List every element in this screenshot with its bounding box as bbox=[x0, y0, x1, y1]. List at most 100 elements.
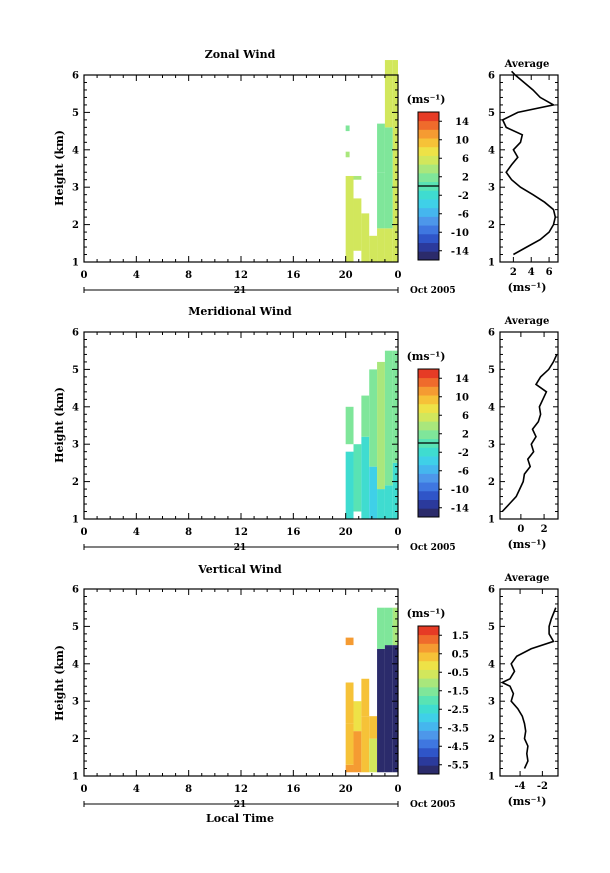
heatmap-cell bbox=[384, 607, 393, 646]
x-tick-label: 0 bbox=[81, 784, 88, 795]
heatmap-cell bbox=[384, 485, 393, 519]
y-tick-label: 6 bbox=[72, 328, 79, 339]
colorbar-segment bbox=[418, 747, 439, 757]
colorbar-segment bbox=[418, 207, 439, 217]
heatmap-cell bbox=[384, 60, 393, 128]
heatmap-cell bbox=[345, 451, 354, 519]
heatmap-cell bbox=[384, 350, 393, 486]
colorbar-segment bbox=[418, 669, 439, 679]
meridional-colorbar-unit: (ms⁻¹) bbox=[407, 350, 446, 363]
colorbar-tick-label: -10 bbox=[451, 228, 469, 239]
colorbar-segment bbox=[418, 377, 439, 387]
heatmap-cell bbox=[353, 731, 362, 773]
average-y-tick-label: 2 bbox=[488, 734, 495, 745]
meridional-height-label: Height (km) bbox=[53, 387, 66, 463]
y-tick-label: 3 bbox=[72, 183, 79, 194]
colorbar-segment bbox=[418, 190, 439, 200]
average-x-tick-label: 4 bbox=[528, 267, 535, 278]
heatmap-cell bbox=[345, 151, 350, 158]
date-label: Oct 2005 bbox=[410, 800, 456, 810]
colorbar-segment bbox=[418, 120, 439, 130]
average-x-tick-label: 6 bbox=[546, 267, 553, 278]
day-span-ticks bbox=[83, 287, 399, 293]
colorbar-segment bbox=[418, 138, 439, 148]
average-x-tick-label: -4 bbox=[515, 781, 526, 792]
y-tick-label: 4 bbox=[72, 659, 79, 670]
heatmap-cell bbox=[345, 406, 354, 445]
y-tick-label: 1 bbox=[72, 515, 79, 526]
colorbar-segment bbox=[418, 395, 439, 405]
date-label: Oct 2005 bbox=[410, 286, 456, 296]
average-frame bbox=[499, 74, 559, 263]
day-span-ticks bbox=[83, 544, 399, 550]
colorbar-segment bbox=[418, 660, 439, 670]
zonal-wind-title: Zonal Wind bbox=[205, 48, 276, 61]
heatmap-cell bbox=[345, 682, 354, 724]
average-frame bbox=[499, 588, 559, 777]
colorbar-segment bbox=[418, 129, 439, 139]
average-y-tick-label: 5 bbox=[488, 622, 495, 633]
heatmap-cell bbox=[392, 462, 398, 519]
heatmap-cell bbox=[345, 125, 350, 132]
vertical-height-label: Height (km) bbox=[53, 645, 66, 721]
x-tick-label: 12 bbox=[234, 270, 248, 281]
average-profile-line bbox=[501, 70, 557, 256]
colorbar-tick-label: 14 bbox=[455, 117, 469, 128]
y-tick-label: 5 bbox=[72, 108, 79, 119]
heatmap-cell bbox=[369, 738, 378, 773]
colorbar-segment bbox=[418, 508, 439, 518]
meridional-average-profile: 1 2 3 4 5 6 0 2 bbox=[488, 328, 559, 535]
average-y-tick-label: 1 bbox=[488, 515, 495, 526]
heatmap-cell bbox=[369, 466, 378, 519]
average-y-tick-label: 3 bbox=[488, 183, 495, 194]
zonal-average-title: Average bbox=[504, 59, 550, 70]
y-tick-label: 4 bbox=[72, 402, 79, 413]
colorbar-tick-label: 14 bbox=[455, 374, 469, 385]
colorbar-segment bbox=[418, 155, 439, 165]
average-y-tick-label: 1 bbox=[488, 772, 495, 783]
zonal-average-unit: (ms⁻¹) bbox=[508, 281, 547, 294]
y-tick-label: 4 bbox=[72, 145, 79, 156]
colorbar-segment bbox=[418, 634, 439, 644]
colorbar-tick-label: 1.5 bbox=[452, 631, 469, 642]
heatmap-cell bbox=[369, 235, 378, 262]
colorbar-tick-label: -1.5 bbox=[447, 686, 469, 697]
heatmap-cell bbox=[361, 395, 370, 437]
heatmap-cell bbox=[377, 228, 385, 262]
colorbar-segment bbox=[418, 464, 439, 474]
heatmap-cell bbox=[377, 172, 385, 229]
x-tick-label: 0 bbox=[395, 527, 402, 538]
colorbar-tick-label: 10 bbox=[455, 135, 469, 146]
y-tick-label: 1 bbox=[72, 258, 79, 269]
heatmap-cell bbox=[384, 127, 393, 229]
colorbar-segment bbox=[418, 678, 439, 688]
y-tick-label: 5 bbox=[72, 622, 79, 633]
colorbar-tick-label: -14 bbox=[451, 503, 469, 514]
average-y-tick-label: 2 bbox=[488, 477, 495, 488]
heatmap-cell bbox=[369, 369, 378, 467]
average-y-tick-label: 6 bbox=[488, 585, 495, 596]
x-tick-label: 20 bbox=[339, 527, 353, 538]
colorbar-tick-label: 10 bbox=[455, 392, 469, 403]
colorbar-segment bbox=[418, 412, 439, 422]
vertical-time-bar: 21 Oct 2005 bbox=[83, 800, 456, 810]
colorbar-tick-label: -6 bbox=[458, 209, 469, 220]
y-tick-label: 5 bbox=[72, 365, 79, 376]
colorbar-segment bbox=[418, 643, 439, 653]
colorbar-tick-label: -2 bbox=[458, 448, 469, 459]
colorbar-frame bbox=[417, 625, 440, 775]
heatmap-cell bbox=[361, 678, 370, 717]
colorbar-segment bbox=[418, 403, 439, 413]
colorbar-segment bbox=[418, 172, 439, 183]
colorbar-segment bbox=[418, 652, 439, 662]
x-tick-label: 0 bbox=[81, 527, 88, 538]
average-y-tick-label: 4 bbox=[488, 145, 495, 156]
x-tick-label: 0 bbox=[395, 784, 402, 795]
x-tick-label: 12 bbox=[234, 784, 248, 795]
colorbar-segment bbox=[418, 386, 439, 396]
